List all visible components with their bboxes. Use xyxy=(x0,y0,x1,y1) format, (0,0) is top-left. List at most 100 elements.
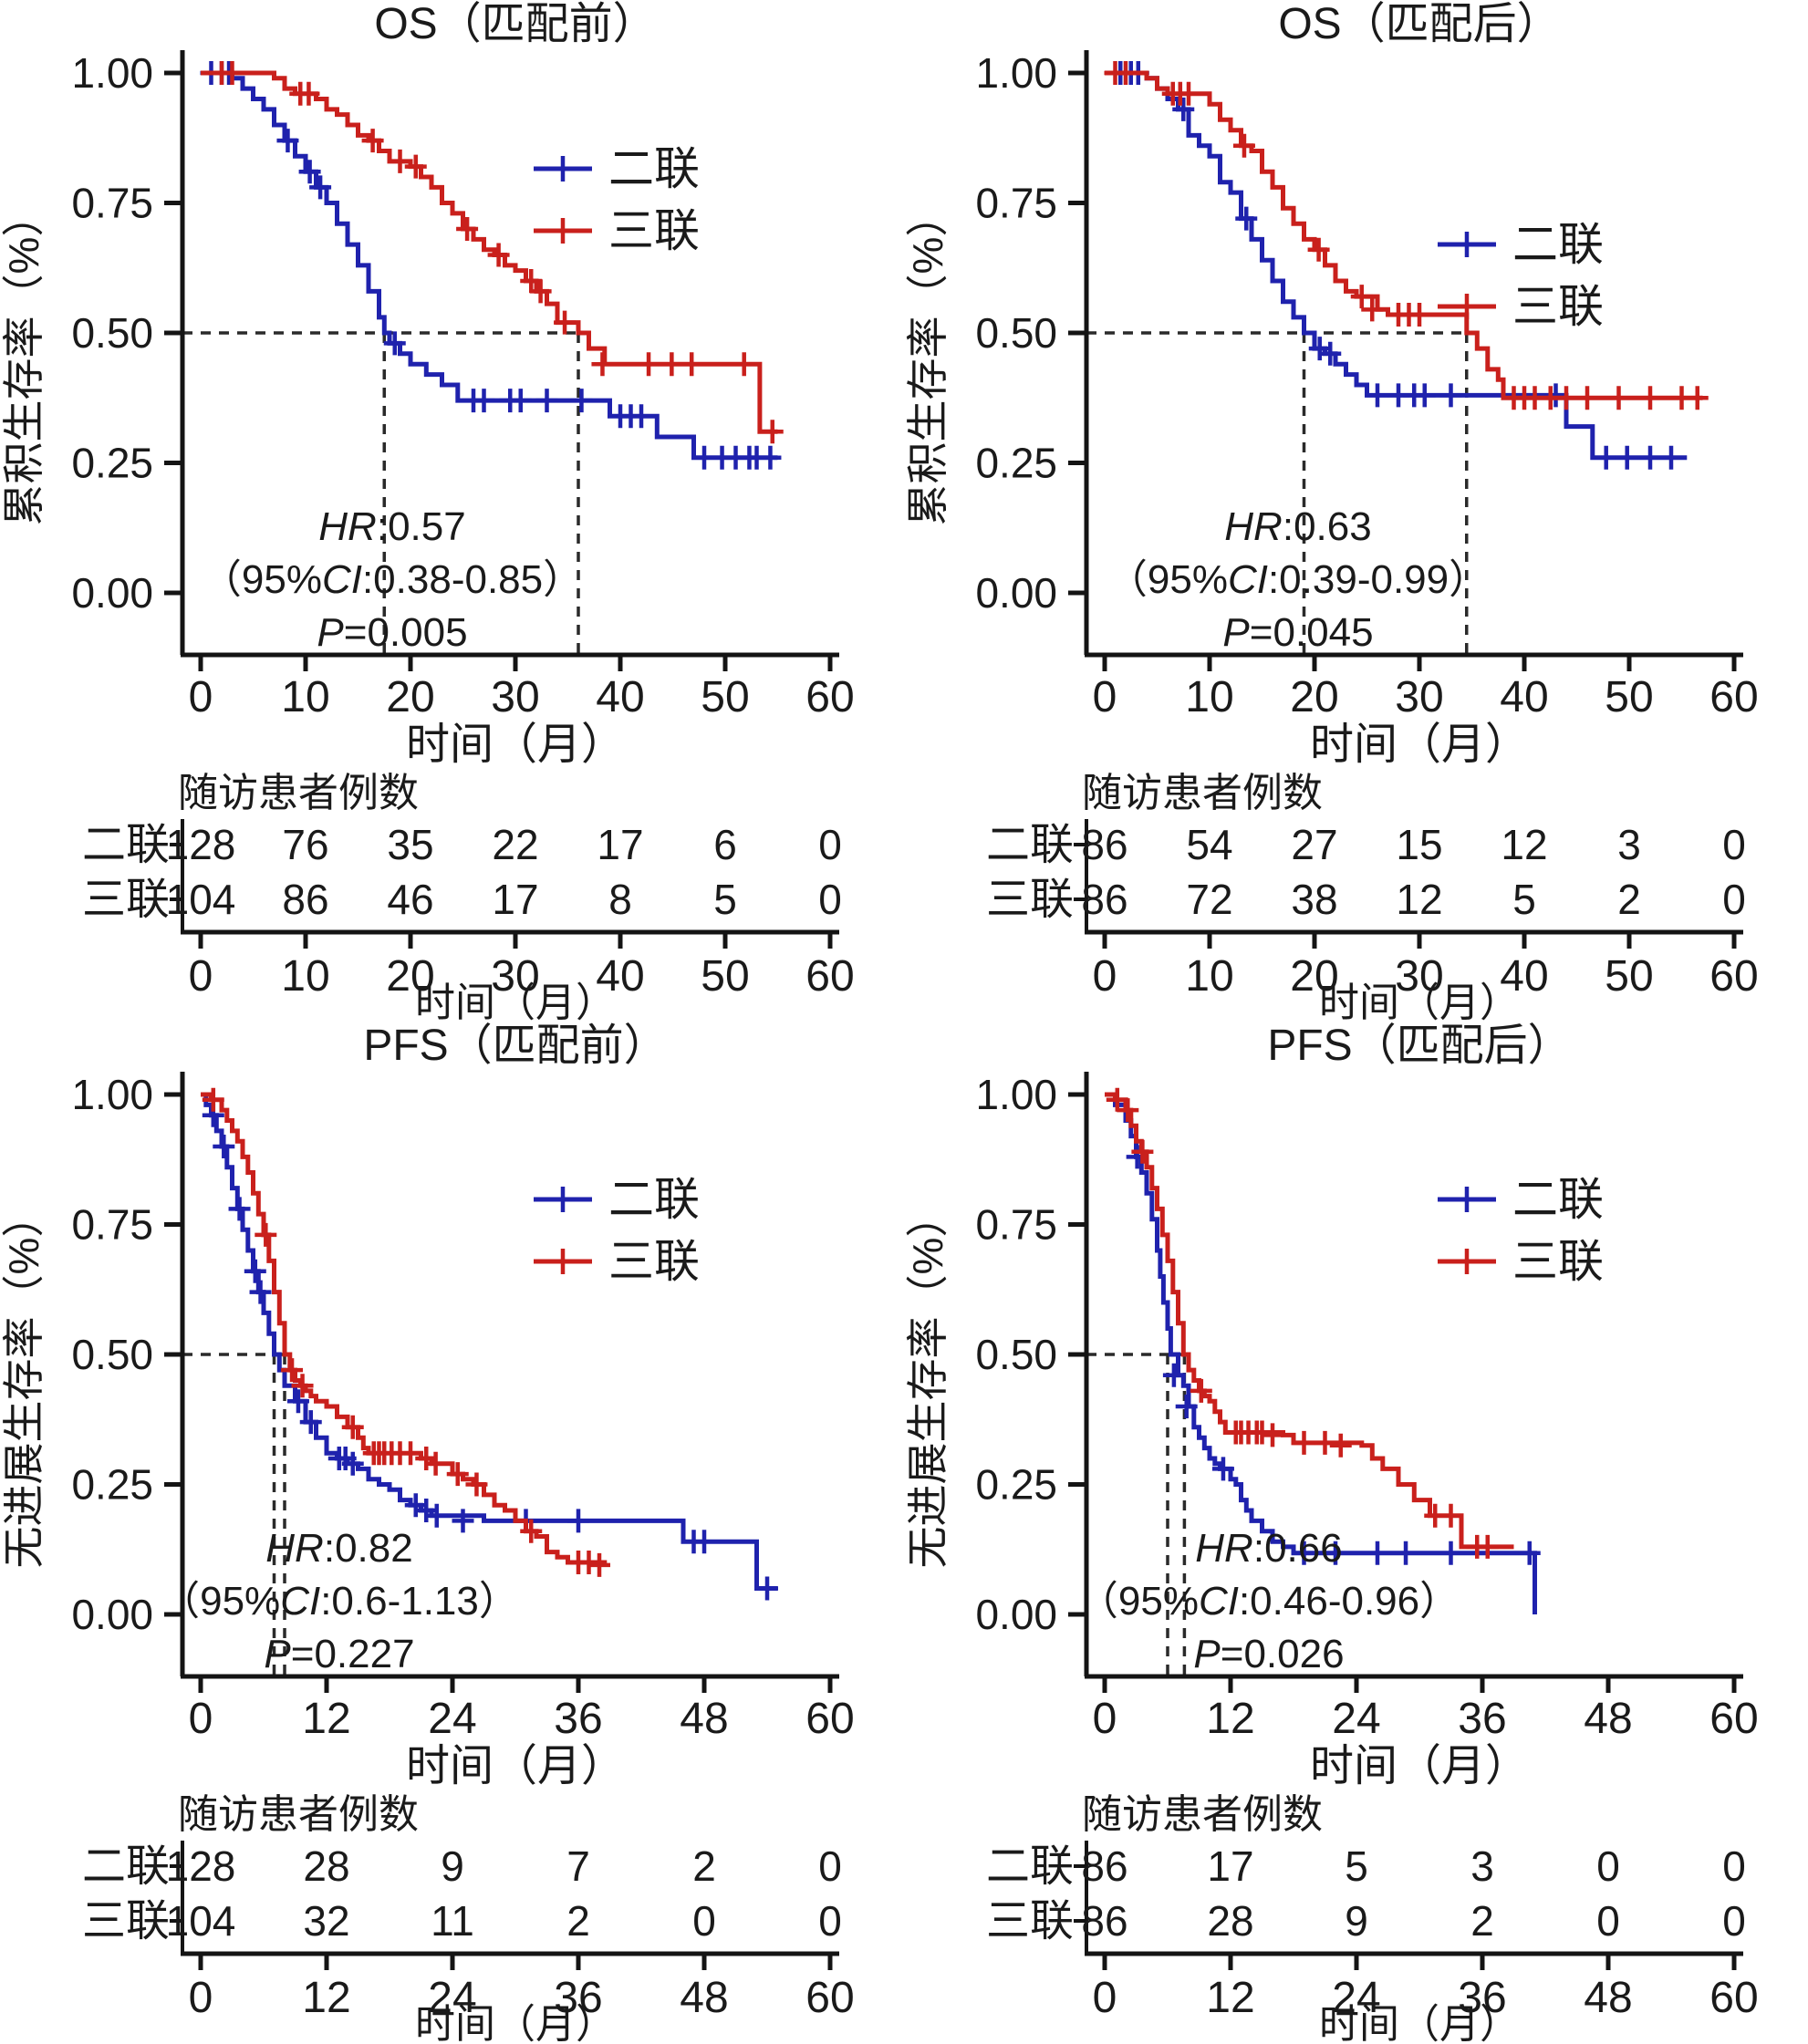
x-tick-label: 12 xyxy=(1206,1695,1254,1743)
risk-count: 12 xyxy=(1396,876,1442,923)
censor-mark xyxy=(404,1493,427,1518)
censor-mark xyxy=(1251,1420,1273,1445)
censor-mark xyxy=(1235,206,1258,231)
risk-tick-label: 48 xyxy=(680,1974,728,2022)
x-tick-label: 10 xyxy=(281,673,329,721)
risk-x-title: 时间（月） xyxy=(1319,2002,1520,2043)
censor-mark xyxy=(1293,1541,1315,1565)
risk-count: 2 xyxy=(1470,1897,1494,1945)
risk-count: 32 xyxy=(303,1897,349,1945)
legend-label-group2: 三联 xyxy=(608,1236,700,1287)
risk-tick-label: 10 xyxy=(281,952,329,1001)
censor-mark xyxy=(1616,445,1638,470)
x-tick-label: 20 xyxy=(1290,673,1338,721)
risk-count: 17 xyxy=(597,821,643,868)
censor-mark xyxy=(1518,1541,1541,1565)
stats-p-line: P=0.045 xyxy=(1222,610,1373,655)
risk-tick-label: 48 xyxy=(1584,1974,1632,2022)
censor-mark xyxy=(341,1451,364,1476)
x-tick-label: 30 xyxy=(1395,673,1443,721)
censor-mark xyxy=(1361,297,1384,322)
censor-mark xyxy=(1211,1457,1234,1481)
censor-mark xyxy=(509,389,532,413)
censor-mark xyxy=(638,352,660,377)
x-tick-label: 36 xyxy=(554,1695,602,1743)
risk-count: 0 xyxy=(1722,1842,1746,1890)
risk-count: 28 xyxy=(1207,1897,1253,1945)
censor-mark xyxy=(1293,1430,1315,1455)
y-tick-label: 1.00 xyxy=(71,1071,153,1118)
y-tick-label: 0.00 xyxy=(71,569,153,617)
censor-mark xyxy=(733,352,755,377)
risk-table-header: 随访患者例数 xyxy=(178,1792,419,1837)
x-tick-label: 60 xyxy=(805,673,854,721)
risk-count: 0 xyxy=(818,1842,842,1890)
risk-count: 9 xyxy=(441,1842,464,1890)
x-tick-label: 24 xyxy=(428,1695,476,1743)
risk-count: 7 xyxy=(566,1842,590,1890)
censor-mark xyxy=(1544,383,1567,408)
risk-tick-label: 50 xyxy=(701,952,749,1001)
censor-mark xyxy=(1175,1395,1198,1418)
censor-mark xyxy=(1439,1541,1462,1565)
censor-mark xyxy=(570,389,593,413)
risk-tick-label: 0 xyxy=(189,1974,213,2022)
panel-pfs-before-matching: 0.00 0.25 0.50 0.75 1.00 0 12 24 36 48 60 PFS（匹配前） 无… xyxy=(0,1022,904,2043)
risk-count: 128 xyxy=(166,821,236,868)
y-tick-label: 0.25 xyxy=(975,440,1057,487)
risk-count: 35 xyxy=(387,821,433,868)
risk-count: 0 xyxy=(818,821,842,868)
censor-mark xyxy=(424,1451,447,1476)
x-tick-label: 60 xyxy=(1709,1695,1758,1743)
censor-mark xyxy=(465,1472,488,1497)
risk-count: 0 xyxy=(818,876,842,923)
censor-mark xyxy=(341,1415,364,1439)
censor-mark xyxy=(400,1441,421,1466)
x-tick-label: 60 xyxy=(805,1695,854,1743)
risk-tick-label: 0 xyxy=(1093,1974,1117,2022)
censor-mark xyxy=(1366,1541,1388,1565)
censor-mark xyxy=(276,129,299,153)
censor-mark xyxy=(1325,1541,1346,1565)
censor-mark xyxy=(1660,445,1682,470)
censor-mark xyxy=(577,1551,600,1574)
censor-mark xyxy=(1639,445,1661,470)
x-tick-label: 60 xyxy=(1709,673,1758,721)
legend-label-group1: 二联 xyxy=(1512,219,1604,270)
risk-count: 76 xyxy=(282,821,328,868)
y-tick-label: 0.50 xyxy=(71,1331,153,1378)
risk-tick-label: 30 xyxy=(1395,952,1443,1001)
risk-count: 27 xyxy=(1291,821,1337,868)
risk-count: 54 xyxy=(1186,821,1232,868)
stats-ci-line: （95%CI:0.46-0.96） xyxy=(1078,1579,1460,1624)
risk-tick-label: 20 xyxy=(386,952,434,1001)
risk-tick-label: 40 xyxy=(596,952,644,1001)
censor-mark xyxy=(630,404,652,429)
censor-mark xyxy=(1576,386,1598,410)
censor-mark xyxy=(383,331,406,356)
risk-tick-label: 24 xyxy=(428,1974,476,2022)
risk-count: 0 xyxy=(1596,1897,1620,1945)
censor-mark xyxy=(452,1509,474,1533)
y-tick-label: 0.50 xyxy=(975,309,1057,357)
x-tick-label: 30 xyxy=(491,673,539,721)
censor-mark xyxy=(1190,1378,1212,1403)
risk-x-title: 时间（月） xyxy=(415,980,616,1022)
risk-row-label-group1: 二联 xyxy=(986,821,1074,869)
censor-mark xyxy=(361,129,384,153)
censor-mark xyxy=(202,1087,224,1112)
risk-tick-label: 40 xyxy=(1500,952,1548,1001)
y-tick-label: 0.00 xyxy=(975,569,1057,617)
stats-p-line: P=0.227 xyxy=(264,1632,414,1676)
risk-table-header: 随访患者例数 xyxy=(178,771,419,815)
censor-mark xyxy=(1307,237,1330,262)
censor-mark xyxy=(1607,386,1630,410)
censor-mark xyxy=(446,1462,469,1487)
censor-mark xyxy=(1178,81,1200,106)
censor-mark xyxy=(1476,1534,1499,1559)
censor-mark xyxy=(228,1197,251,1221)
panel-title: PFS（匹配前） xyxy=(363,1022,667,1070)
y-tick-label: 0.75 xyxy=(975,180,1057,227)
censor-mark xyxy=(1395,1541,1418,1565)
panel-title: OS（匹配前） xyxy=(374,0,656,48)
